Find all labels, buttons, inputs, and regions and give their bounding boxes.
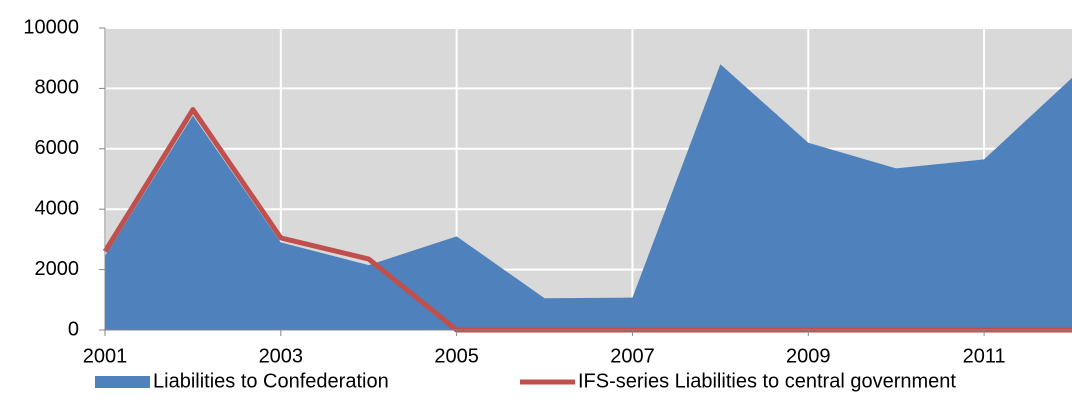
- x-tick-label: 2001: [83, 345, 128, 367]
- y-tick-label: 10000: [23, 16, 79, 38]
- y-tick-label: 2000: [35, 258, 80, 280]
- x-tick-label: 2003: [259, 345, 304, 367]
- x-tick-label: 2007: [610, 345, 655, 367]
- y-tick-label: 0: [68, 318, 79, 340]
- legend-swatch: [95, 376, 150, 388]
- x-tick-label: 2005: [434, 345, 479, 367]
- legend-label: IFS-series Liabilities to central govern…: [578, 370, 956, 392]
- x-tick-label: 2011: [963, 345, 1006, 367]
- legend-label: Liabilities to Confederation: [153, 370, 389, 392]
- area: [105, 64, 1072, 331]
- x-tick-label: 2009: [786, 345, 831, 367]
- y-tick-label: 6000: [35, 137, 80, 159]
- y-tick-label: 4000: [35, 197, 80, 219]
- y-tick-label: 8000: [35, 77, 80, 99]
